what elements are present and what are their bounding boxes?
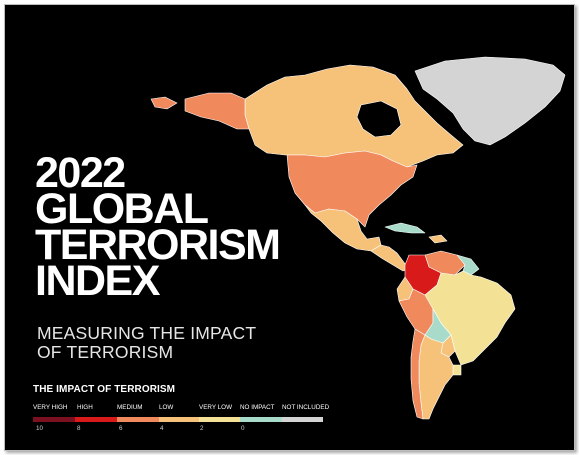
region-chile: [410, 328, 426, 420]
region-mexico: [304, 204, 382, 252]
title-line-global: GLOBAL: [35, 185, 209, 233]
legend-tick-8: 8: [77, 425, 81, 432]
map-legend: THE IMPACT OF TERRORISM VERY HIGH HIGH M…: [33, 384, 333, 435]
legend-tick-10: 10: [36, 425, 44, 432]
legend-label-very-high: VERY HIGH: [33, 404, 68, 411]
region-greenland: [414, 56, 566, 146]
report-title: 2022 GLOBAL TERRORISM INDEX: [35, 149, 281, 305]
region-aleutians: [150, 96, 178, 110]
title-line-year: 2022: [35, 149, 126, 197]
legend-label-not-included: NOT INCLUDED: [282, 404, 330, 411]
region-hudson-bay: [356, 100, 402, 138]
legend-swatch-low: [159, 417, 199, 422]
legend-tick-6: 6: [119, 425, 123, 432]
legend-swatch-medium: [117, 417, 159, 422]
report-cover: 2022 GLOBAL TERRORISM INDEX MEASURING TH…: [4, 4, 575, 451]
legend-label-medium: MEDIUM: [117, 404, 143, 411]
legend-tick-0: 0: [241, 425, 245, 432]
title-line-index: INDEX: [35, 257, 160, 305]
legend-labels: VERY HIGH HIGH MEDIUM LOW VERY LOW NO IM…: [33, 404, 333, 414]
subtitle-line-2: OF TERRORISM: [37, 342, 174, 362]
legend-swatch-no-impact: [240, 417, 282, 422]
legend-swatch-not-included: [282, 417, 323, 422]
legend-label-high: HIGH: [77, 404, 93, 411]
legend-label-very-low: VERY LOW: [199, 404, 233, 411]
legend-swatch-high: [75, 417, 117, 422]
legend-label-low: LOW: [159, 404, 174, 411]
subtitle-line-1: MEASURING THE IMPACT: [37, 323, 257, 343]
legend-tick-4: 4: [160, 425, 164, 432]
region-central-america: [370, 244, 410, 272]
legend-ticks: 10 8 6 4 2 0: [33, 425, 333, 435]
legend-tick-2: 2: [200, 425, 204, 432]
legend-title: THE IMPACT OF TERRORISM: [33, 384, 176, 395]
region-cuba: [384, 222, 426, 234]
region-uruguay: [452, 364, 462, 376]
region-canada: [244, 64, 464, 168]
world-map-americas: [150, 56, 566, 420]
region-caribbean: [428, 234, 448, 244]
report-subtitle: MEASURING THE IMPACT OF TERRORISM: [37, 324, 256, 362]
region-alaska: [184, 92, 250, 130]
legend-swatch-very-high: [33, 417, 75, 422]
title-line-terrorism: TERRORISM: [35, 221, 281, 269]
legend-swatch-very-low: [199, 417, 240, 422]
legend-color-bar: [33, 417, 323, 422]
legend-label-no-impact: NO IMPACT: [240, 404, 275, 411]
